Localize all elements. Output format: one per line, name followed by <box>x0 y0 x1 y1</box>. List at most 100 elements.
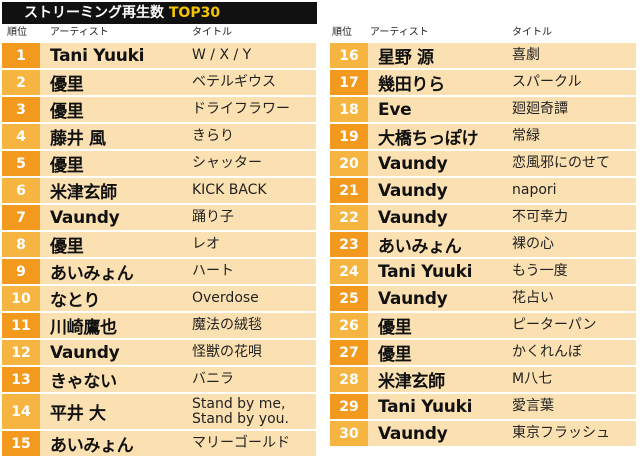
song-title: 喜劇 <box>512 47 540 63</box>
rank-number: 24 <box>330 259 368 284</box>
rank-number: 14 <box>2 394 40 429</box>
rank-number: 13 <box>2 367 40 392</box>
header-song: タイトル <box>192 27 232 38</box>
ranking-row: 15 あいみょん マリーゴールド <box>2 431 316 456</box>
rank-number: 26 <box>330 313 368 338</box>
ranking-row: 7 Vaundy 踊り子 <box>2 205 316 230</box>
ranking-row: 29 Tani Yuuki 愛言葉 <box>330 394 636 419</box>
rank-number: 5 <box>2 151 40 176</box>
header-song: タイトル <box>512 27 552 38</box>
artist-name: 星野 源 <box>378 48 434 68</box>
rank-number: 18 <box>330 97 368 122</box>
artist-name: 平井 大 <box>50 404 106 424</box>
ranking-row: 28 米津玄師 M八七 <box>330 367 636 392</box>
ranking-row: 18 Eve 廻廻奇譚 <box>330 97 636 122</box>
song-title: スパークル <box>512 74 582 90</box>
ranking-row: 30 Vaundy 東京フラッシュ <box>330 421 636 446</box>
artist-name: 米津玄師 <box>50 183 117 203</box>
ranking-row: 12 Vaundy 怪獣の花唄 <box>2 340 316 365</box>
rank-number: 3 <box>2 97 40 122</box>
rank-number: 21 <box>330 178 368 203</box>
ranking-row: 24 Tani Yuuki もう一度 <box>330 259 636 284</box>
chart-title: ストリーミング再生数 TOP30 <box>2 2 317 24</box>
ranking-row: 19 大橋ちっぽけ 常緑 <box>330 124 636 149</box>
rank-number: 15 <box>2 431 40 456</box>
song-title: ベテルギウス <box>192 74 276 90</box>
rank-number: 27 <box>330 340 368 365</box>
ranking-row: 20 Vaundy 恋風邪にのせて <box>330 151 636 176</box>
song-title: マリーゴールド <box>192 435 290 451</box>
song-title: ピーターパン <box>512 317 597 333</box>
rank-number: 6 <box>2 178 40 203</box>
song-title: ハート <box>192 263 234 279</box>
ranking-row: 22 Vaundy 不可幸力 <box>330 205 636 230</box>
artist-name: Vaundy <box>378 180 448 201</box>
song-title: 廻廻奇譚 <box>512 101 568 117</box>
artist-name: 藤井 風 <box>50 129 106 149</box>
ranking-row: 21 Vaundy napori <box>330 178 636 203</box>
song-title: 愛言葉 <box>512 398 554 414</box>
artist-name: Vaundy <box>378 207 448 228</box>
ranking-row: 8 優里 レオ <box>2 232 316 257</box>
rank-number: 29 <box>330 394 368 419</box>
song-title: W / X / Y <box>192 47 252 63</box>
song-title: Stand by me, Stand by you. <box>192 395 289 427</box>
song-title: M八七 <box>512 371 553 387</box>
header-rank: 順位 <box>7 27 27 38</box>
rank-number: 12 <box>2 340 40 365</box>
artist-name: Vaundy <box>378 288 448 309</box>
rank-number: 11 <box>2 313 40 338</box>
ranking-row: 1 Tani Yuuki W / X / Y <box>2 43 316 68</box>
artist-name: Vaundy <box>50 207 120 228</box>
artist-name: Vaundy <box>378 423 448 444</box>
artist-name: 優里 <box>50 75 84 95</box>
song-title: KICK BACK <box>192 182 267 198</box>
artist-name: なとり <box>50 291 101 311</box>
title-main: ストリーミング再生数 <box>24 5 169 21</box>
song-title: 東京フラッシュ <box>512 425 610 441</box>
header-rank: 順位 <box>332 27 352 38</box>
artist-name: Vaundy <box>378 153 448 174</box>
song-title: バニラ <box>192 371 234 387</box>
ranking-row: 17 幾田りら スパークル <box>330 70 636 95</box>
rank-number: 22 <box>330 205 368 230</box>
artist-name: あいみょん <box>378 237 462 257</box>
song-title: Overdose <box>192 290 259 306</box>
artist-name: あいみょん <box>50 436 134 456</box>
header-artist: アーティスト <box>370 27 429 38</box>
song-title: きらり <box>192 128 234 144</box>
artist-name: 優里 <box>50 156 84 176</box>
ranking-row: 13 きゃない バニラ <box>2 367 316 392</box>
ranking-row: 5 優里 シャッター <box>2 151 316 176</box>
ranking-row: 6 米津玄師 KICK BACK <box>2 178 316 203</box>
artist-name: あいみょん <box>50 264 134 284</box>
artist-name: Tani Yuuki <box>378 396 473 417</box>
artist-name: 大橋ちっぽけ <box>378 129 479 149</box>
ranking-row: 9 あいみょん ハート <box>2 259 316 284</box>
song-title: 常緑 <box>512 128 540 144</box>
header-artist: アーティスト <box>50 27 109 38</box>
song-title: 不可幸力 <box>512 209 568 225</box>
ranking-row: 11 川崎鷹也 魔法の絨毯 <box>2 313 316 338</box>
left-header: 順位 アーティスト タイトル <box>2 25 316 41</box>
rank-number: 4 <box>2 124 40 149</box>
ranking-row: 4 藤井 風 きらり <box>2 124 316 149</box>
song-title: 花占い <box>512 290 554 306</box>
artist-name: 幾田りら <box>378 75 445 95</box>
song-title: もう一度 <box>512 263 568 279</box>
song-title: かくれんぼ <box>512 344 582 360</box>
song-title: 恋風邪にのせて <box>512 155 610 171</box>
rank-number: 30 <box>330 421 368 446</box>
song-title: 怪獣の花唄 <box>192 344 262 360</box>
artist-name: Tani Yuuki <box>50 45 145 66</box>
ranking-row: 14 平井 大 Stand by me, Stand by you. <box>2 394 316 429</box>
song-title: 裸の心 <box>512 236 554 252</box>
rank-number: 28 <box>330 367 368 392</box>
rank-number: 7 <box>2 205 40 230</box>
song-title: ドライフラワー <box>192 101 290 117</box>
rank-number: 19 <box>330 124 368 149</box>
artist-name: 優里 <box>378 345 412 365</box>
rank-number: 23 <box>330 232 368 257</box>
ranking-row: 10 なとり Overdose <box>2 286 316 311</box>
rank-number: 25 <box>330 286 368 311</box>
